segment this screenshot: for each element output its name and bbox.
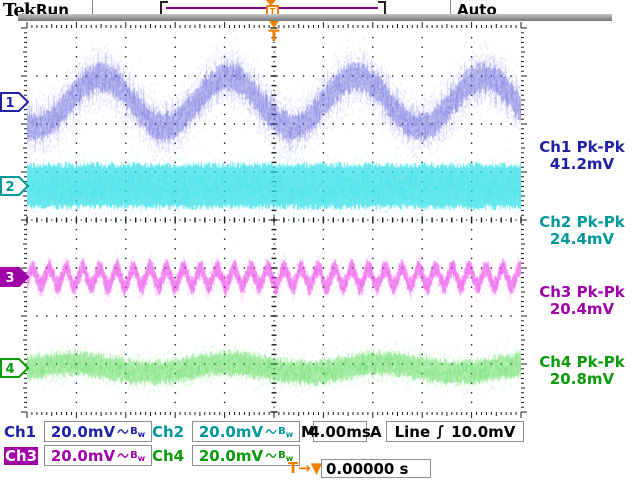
ch1-label: Ch1	[4, 423, 37, 441]
channel-4-marker: 4	[0, 357, 30, 383]
ac-coupling-icon	[265, 453, 277, 458]
display-top-bar	[18, 14, 612, 21]
svg-text:2: 2	[5, 180, 14, 195]
measurement-ch4: Ch4 Pk-Pk 20.8mV	[526, 354, 638, 388]
record-view-trigger-arrow-icon	[266, 0, 276, 6]
measurement-ch3: Ch3 Pk-Pk 20.4mV	[526, 284, 638, 318]
svg-text:1: 1	[5, 96, 14, 111]
measurement-label: Ch4 Pk-Pk	[539, 353, 625, 371]
ac-coupling-icon	[265, 429, 277, 434]
ac-coupling-icon	[117, 453, 129, 458]
measurement-value: 20.8mV	[549, 370, 615, 388]
trigger-position-arrow-icon	[269, 21, 279, 28]
timebase-readout: 4.00ms	[309, 421, 371, 442]
measurement-label: Ch2 Pk-Pk	[539, 213, 625, 231]
channel-1-marker: 1	[0, 91, 30, 117]
measurement-value: 41.2mV	[549, 155, 615, 173]
measurement-value: 24.4mV	[549, 230, 615, 248]
ch3-label: Ch3	[4, 447, 39, 465]
trigger-source: Line	[394, 422, 431, 441]
divider	[92, 0, 93, 14]
ch4-label: Ch4	[152, 447, 185, 465]
trigger-level: 10.0mV	[451, 422, 516, 441]
ch2-label: Ch2	[152, 423, 185, 441]
channel-3-marker: 3	[0, 266, 30, 292]
trigger-type-label: A	[370, 423, 382, 441]
timebase-label: M	[301, 423, 316, 441]
channel-2-marker: 2	[0, 175, 30, 201]
ac-coupling-icon	[117, 429, 129, 434]
measurement-ch2: Ch2 Pk-Pk 24.4mV	[526, 214, 638, 248]
trigger-time-icon: T→▼	[288, 459, 323, 477]
measurement-label: Ch3 Pk-Pk	[539, 283, 625, 301]
rising-slope-icon	[437, 424, 444, 439]
svg-text:4: 4	[5, 362, 14, 377]
trigger-readout: Line 10.0mV	[386, 421, 524, 442]
svg-text:3: 3	[5, 271, 14, 286]
measurement-label: Ch1 Pk-Pk	[539, 138, 625, 156]
measurement-value: 20.4mV	[549, 300, 615, 318]
waveform-display	[27, 28, 521, 412]
trigger-time-readout: 0.00000 s	[321, 459, 431, 478]
trigger-position-icon: T	[268, 26, 280, 45]
measurement-ch1: Ch1 Pk-Pk 41.2mV	[526, 139, 638, 173]
divider	[450, 0, 451, 14]
